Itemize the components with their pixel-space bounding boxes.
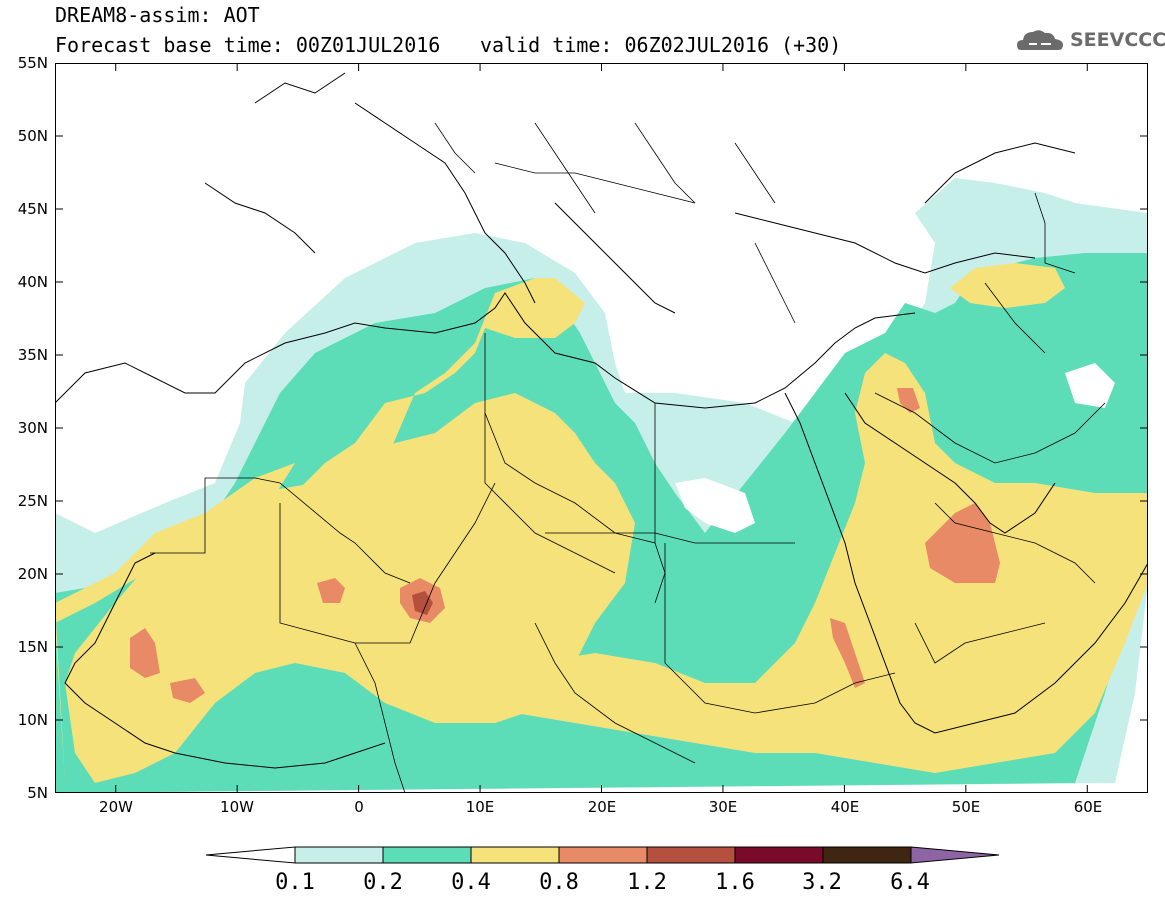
colorbar-label: 0.4 — [451, 870, 491, 895]
lat-tick-label: 15N — [17, 638, 48, 656]
colorbar-cell — [646, 846, 736, 864]
coastlines — [55, 72, 1148, 769]
aot-colorbar — [205, 846, 1000, 864]
aot-map — [55, 63, 1148, 793]
lat-tick-label: 10N — [17, 711, 48, 729]
lon-tick-label: 30E — [708, 798, 738, 816]
lon-tick-label: 60E — [1073, 798, 1103, 816]
lon-tick-label: 20E — [587, 798, 617, 816]
aot-fields — [55, 178, 1148, 793]
cloud-icon — [1017, 30, 1063, 50]
colorbar-label: 0.8 — [539, 870, 579, 895]
lon-tick-label: 20W — [99, 798, 133, 816]
aot-clear-area — [1065, 363, 1115, 408]
aot-band-0.8 — [897, 388, 920, 413]
lat-tick-label: 40N — [17, 273, 48, 291]
lat-tick-label: 35N — [17, 346, 48, 364]
aot-band-1.2 — [412, 591, 433, 615]
colorbar-label: 1.2 — [627, 870, 667, 895]
lat-tick-label: 25N — [17, 492, 48, 510]
colorbar-under-triangle — [205, 846, 296, 864]
lon-tick-label: 10E — [465, 798, 495, 816]
colorbar-over-triangle — [910, 846, 1000, 864]
lat-tick-label: 30N — [17, 419, 48, 437]
aot-band-0.4 — [475, 353, 1148, 773]
colorbar-label: 6.4 — [890, 870, 930, 895]
aot-band-0.8 — [925, 503, 1000, 583]
colorbar-label: 3.2 — [802, 870, 842, 895]
aot-band-0.8 — [130, 628, 160, 678]
colorbar-cell — [734, 846, 824, 864]
aot-band-0.8 — [317, 578, 345, 603]
colorbar-label: 0.2 — [363, 870, 403, 895]
logo-text: SEEVCCC — [1070, 29, 1165, 51]
colorbar-cell — [822, 846, 912, 864]
lat-tick-label: 55N — [17, 54, 48, 72]
lon-tick-label: 50E — [951, 798, 981, 816]
seevccc-logo — [1017, 30, 1063, 50]
lat-tick-label: 5N — [27, 784, 48, 802]
aot-band-0.8 — [830, 618, 865, 688]
aot-band-0.4 — [950, 263, 1065, 308]
lon-tick-label: 0 — [354, 798, 364, 816]
lon-tick-label: 40E — [830, 798, 860, 816]
tick-marks — [55, 63, 1148, 793]
borders — [150, 122, 1106, 793]
lon-tick-label: 10W — [220, 798, 254, 816]
forecast-base-time: Forecast base time: 00Z01JUL2016 — [55, 33, 441, 57]
colorbar-cell — [382, 846, 472, 864]
map-title: DREAM8-assim: AOT — [55, 3, 260, 27]
lat-tick-label: 50N — [17, 127, 48, 145]
lat-tick-label: 20N — [17, 565, 48, 583]
lat-tick-label: 45N — [17, 200, 48, 218]
colorbar-label: 0.1 — [275, 870, 315, 895]
aot-band-0.4 — [55, 278, 585, 783]
colorbar-cell — [294, 846, 384, 864]
colorbar-label: 1.6 — [715, 870, 755, 895]
aot-band-0.8 — [170, 678, 205, 703]
colorbar-cell — [558, 846, 648, 864]
colorbar-cell — [470, 846, 560, 864]
aot-clear-area — [675, 478, 755, 533]
valid-time: valid time: 06Z02JUL2016 (+30) — [480, 33, 842, 57]
